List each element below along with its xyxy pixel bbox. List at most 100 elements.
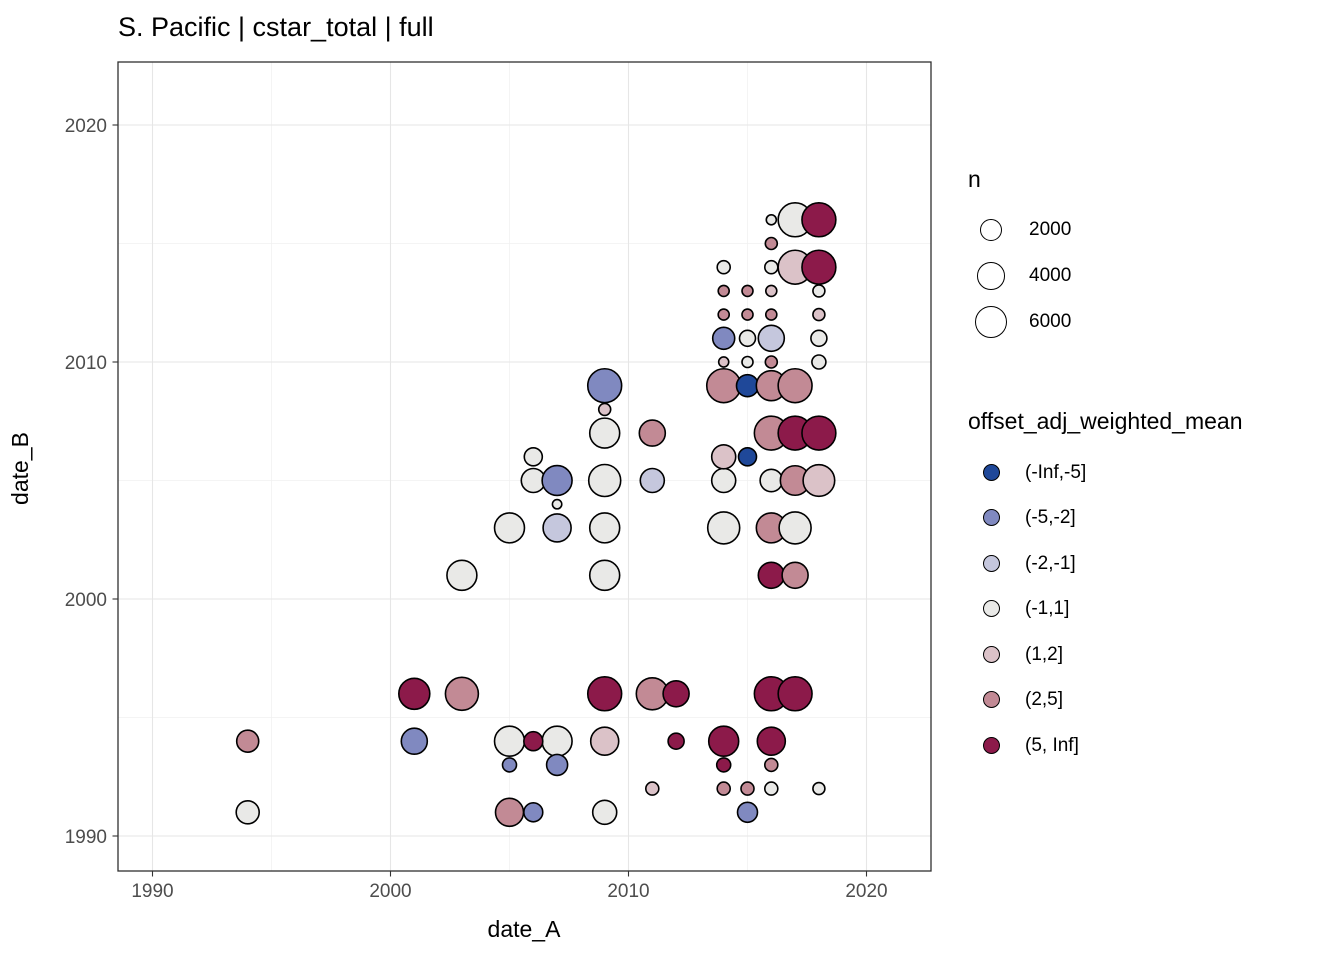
data-point (667, 732, 685, 751)
data-point (777, 367, 813, 404)
data-point (741, 284, 754, 298)
data-point (763, 781, 779, 796)
data-point (235, 729, 260, 754)
size-legend-label: 4000 (1029, 265, 1072, 286)
points-layer (235, 202, 837, 828)
data-point (400, 727, 429, 756)
data-point (757, 561, 786, 590)
x-axis-title: date_A (487, 916, 561, 942)
data-point (639, 467, 666, 494)
data-point (706, 511, 741, 545)
data-point (802, 463, 836, 498)
y-tick-label: 2010 (65, 353, 107, 374)
axis-ticks: 1990 2000 2010 2020 1990 2000 2010 2020 (65, 116, 888, 902)
data-point (588, 559, 621, 592)
size-legend-title: n (968, 166, 981, 192)
data-point (735, 373, 760, 398)
data-point (235, 799, 260, 825)
y-tick-label: 2020 (65, 116, 107, 137)
data-point (737, 446, 758, 467)
data-point (493, 725, 526, 757)
data-point (811, 354, 827, 370)
data-point (542, 513, 572, 543)
color-legend-key (983, 645, 1000, 663)
color-legend-label: (-5,-2] (1025, 507, 1076, 529)
data-point (801, 415, 837, 451)
data-point (738, 329, 757, 348)
data-point (705, 367, 742, 404)
color-legend-key (983, 509, 1000, 527)
color-legend-key (983, 736, 1000, 754)
y-tick-label: 1990 (65, 827, 107, 848)
data-point (586, 367, 623, 404)
data-point (764, 355, 779, 369)
data-point (781, 561, 809, 590)
size-legend-label: 2000 (1029, 219, 1072, 240)
data-point (810, 329, 828, 348)
color-legend-key (983, 691, 1000, 709)
data-point (494, 797, 525, 828)
color-legend-label: (1,2] (1025, 643, 1064, 665)
color-legend-key (983, 554, 1000, 572)
x-tick-label: 2010 (607, 881, 649, 902)
data-point (541, 464, 573, 497)
size-legend-key (975, 306, 1007, 338)
color-legend-label: (-2,-1] (1025, 552, 1076, 574)
panel-border (117, 61, 932, 872)
gridlines-major (118, 62, 931, 871)
color-legend-key (983, 600, 1000, 618)
data-point (710, 467, 737, 494)
data-point (765, 213, 778, 226)
data-point (812, 307, 826, 322)
data-point (812, 781, 826, 796)
data-point (801, 202, 837, 238)
color-legend-label: (-Inf,-5] (1025, 461, 1087, 483)
data-point (716, 781, 732, 796)
data-point (523, 446, 544, 467)
data-point (777, 676, 813, 712)
data-point (717, 356, 730, 368)
data-point (398, 677, 431, 711)
data-point (551, 498, 563, 510)
data-point (597, 402, 612, 417)
data-point (716, 259, 732, 275)
data-point (717, 284, 731, 298)
data-point (715, 757, 732, 773)
data-point (523, 802, 544, 823)
data-point (741, 308, 754, 321)
x-tick-label: 2020 (845, 881, 887, 902)
x-tick-label: 2000 (369, 881, 411, 902)
data-point (757, 324, 786, 353)
size-legend-key (979, 218, 1002, 241)
data-point (763, 259, 779, 275)
color-legend-title: offset_adj_weighted_mean (968, 408, 1243, 434)
data-point (541, 725, 573, 757)
data-point (710, 443, 737, 470)
data-point (493, 512, 526, 544)
data-point (587, 463, 622, 498)
data-point (756, 726, 787, 757)
data-point (764, 284, 778, 298)
data-point (707, 725, 740, 757)
size-legend-key (977, 262, 1005, 290)
data-point (588, 512, 621, 544)
data-point (588, 417, 621, 449)
color-legend-label: (2,5] (1025, 689, 1064, 711)
size-legend-label: 6000 (1029, 311, 1072, 332)
data-point (446, 559, 478, 592)
data-point (717, 308, 731, 321)
data-point (444, 676, 480, 712)
data-point (759, 468, 784, 493)
data-point (764, 236, 779, 251)
data-point (644, 781, 660, 796)
color-legend-key (983, 463, 1000, 481)
color-legend-label: (5, Inf] (1025, 734, 1079, 756)
chart-title: S. Pacific | cstar_total | full (118, 12, 434, 42)
data-point (586, 676, 623, 712)
y-tick-label: 2000 (65, 590, 107, 611)
data-point (801, 249, 837, 285)
data-point (591, 799, 618, 826)
data-point (764, 308, 778, 321)
